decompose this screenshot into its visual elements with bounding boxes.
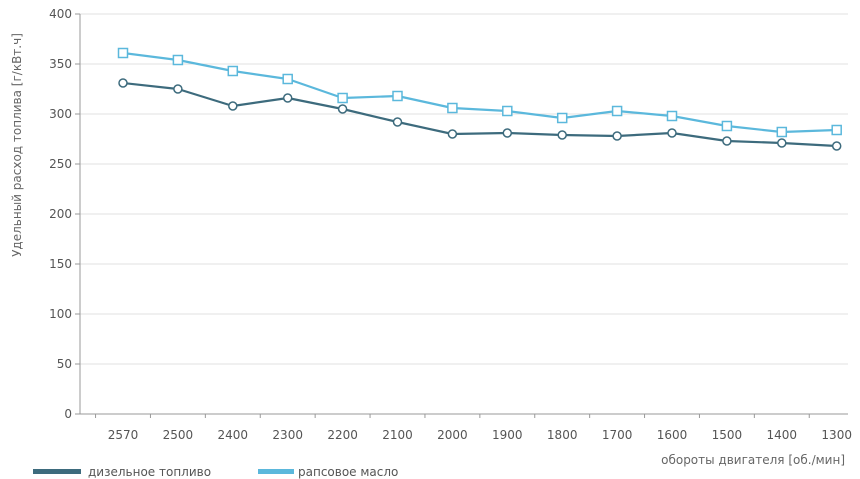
legend: дизельное топливо рапсовое масло <box>33 465 398 479</box>
grid <box>80 13 848 365</box>
point-0-0 <box>118 78 128 88</box>
x-tick-label-1300: 1300 <box>821 428 852 442</box>
y-tick-label-350: 350 <box>49 57 72 71</box>
point-0-9 <box>612 131 622 141</box>
point-0-7 <box>502 128 513 138</box>
y-tick-label-150: 150 <box>49 257 72 271</box>
point-0-13 <box>831 141 842 151</box>
y-tick-label-300: 300 <box>49 107 72 121</box>
point-0-6 <box>447 129 458 139</box>
point-1-1 <box>172 54 184 66</box>
x-tick-label-2000: 2000 <box>437 428 468 442</box>
legend-label-diesel: дизельное топливо <box>88 465 211 479</box>
point-1-12 <box>776 126 788 138</box>
point-1-7 <box>502 105 513 117</box>
point-1-8 <box>556 112 568 124</box>
x-tick-label-1600: 1600 <box>657 428 688 442</box>
legend-label-rapeseed: рапсовое масло <box>298 465 398 479</box>
legend-swatch-rapeseed <box>258 469 294 474</box>
y-axis-title: Удельный расход топлива [г/кВт.ч] <box>10 33 24 257</box>
x-tick-label-1400: 1400 <box>767 428 798 442</box>
axes <box>75 13 848 418</box>
y-tick-label-250: 250 <box>49 157 72 171</box>
y-tick-label-100: 100 <box>49 307 72 321</box>
y-tick-label-400: 400 <box>49 7 72 21</box>
point-1-4 <box>337 92 348 104</box>
point-1-3 <box>282 73 293 85</box>
series-group <box>117 47 842 151</box>
series-diesel <box>118 78 842 151</box>
series-rapeseed <box>117 47 842 138</box>
x-tick-label-2300: 2300 <box>272 428 303 442</box>
point-1-13 <box>831 124 842 136</box>
series-line-0 <box>122 81 837 148</box>
series-line-1 <box>122 51 837 134</box>
point-1-0 <box>117 47 129 59</box>
point-1-11 <box>721 120 733 132</box>
point-0-5 <box>392 117 403 127</box>
y-tick-label-0: 0 <box>64 407 72 421</box>
x-tick-label-1700: 1700 <box>602 428 633 442</box>
point-1-10 <box>666 110 678 122</box>
point-0-10 <box>667 128 677 138</box>
tick-labels: 0 50 100 150 200 250 300 350 400 2570 2500 2400 2300… <box>49 7 852 442</box>
y-tick-label-200: 200 <box>49 207 72 221</box>
point-0-3 <box>282 93 293 103</box>
point-0-2 <box>228 101 238 111</box>
point-0-11 <box>722 136 732 146</box>
point-0-4 <box>337 104 348 114</box>
x-tick-label-1800: 1800 <box>547 428 578 442</box>
x-tick-label-1900: 1900 <box>492 428 523 442</box>
point-1-6 <box>447 102 458 114</box>
point-1-5 <box>392 90 403 102</box>
legend-swatch-diesel <box>33 469 81 474</box>
x-tick-label-2500: 2500 <box>163 428 194 442</box>
x-tick-label-2100: 2100 <box>382 428 413 442</box>
point-0-1 <box>173 84 183 94</box>
x-tick-label-2200: 2200 <box>327 428 358 442</box>
x-tick-label-1500: 1500 <box>712 428 743 442</box>
x-tick-label-2570: 2570 <box>108 428 139 442</box>
point-0-8 <box>557 130 567 140</box>
point-0-12 <box>777 138 787 148</box>
x-axis-title: обороты двигателя [об./мин] <box>661 453 845 467</box>
point-1-9 <box>611 105 623 117</box>
x-tick-label-2400: 2400 <box>218 428 249 442</box>
point-1-2 <box>227 65 239 77</box>
y-tick-label-50: 50 <box>57 357 72 371</box>
